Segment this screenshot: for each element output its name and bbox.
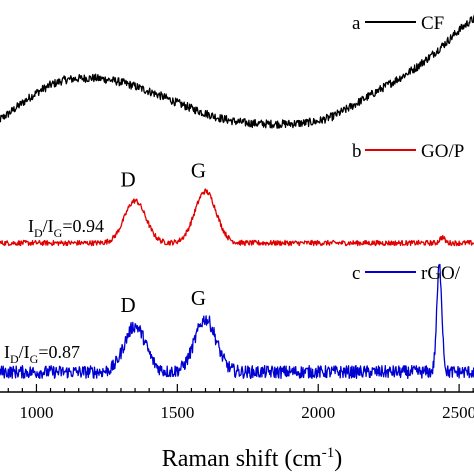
series-c-line [0,263,474,380]
plot-area [0,14,474,380]
x-axis-title-superscript: -1 [322,445,335,461]
peak-label-g: G [191,158,206,182]
legend-letter: b [352,141,362,162]
ratio-label-part: I [4,342,10,362]
x-tick-label: 1000 [19,403,53,422]
ratio-label-part: I [28,216,34,236]
peak-label-d: D [120,168,135,192]
legend-label: CF [421,13,444,34]
x-axis-title: Raman shift (cm-1) [162,445,342,472]
legend-entry-a: a CF [352,13,444,34]
ratio-label-part: G [54,226,63,240]
ratio-label-b: ID/IG=0.94 [28,216,104,240]
ratio-label-part: G [30,352,39,366]
ratio-label-part: =0.94 [62,216,104,236]
x-tick-label: 1500 [160,403,194,422]
legend-entry-b: b GO/P [352,141,464,162]
x-axis-title-close: ) [334,446,342,472]
ratio-label-c: ID/IG=0.87 [4,342,80,366]
ratio-label-part: =0.87 [38,342,80,362]
series-a-line [0,14,474,129]
ratio-label-part: D [34,226,43,240]
x-axis-title-main: Raman shift (cm [162,446,322,472]
peak-label-g: G [191,286,206,310]
peak-label-d: D [120,293,135,317]
x-tick-label: 2500 [442,403,474,422]
ratio-label-part: D [10,352,19,366]
legend-letter: a [352,13,361,34]
legend-label: rGO/ [421,263,461,284]
x-tick-label: 2000 [301,403,335,422]
legend-letter: c [352,263,360,284]
legend-label: GO/P [421,141,464,162]
ratio-label-part: /I [19,342,30,362]
legend-entry-c: c rGO/ [352,263,461,284]
ratio-label-part: /I [43,216,54,236]
x-axis: 1000 1500 2000 2500 [0,384,474,422]
series-b-line [0,188,474,247]
